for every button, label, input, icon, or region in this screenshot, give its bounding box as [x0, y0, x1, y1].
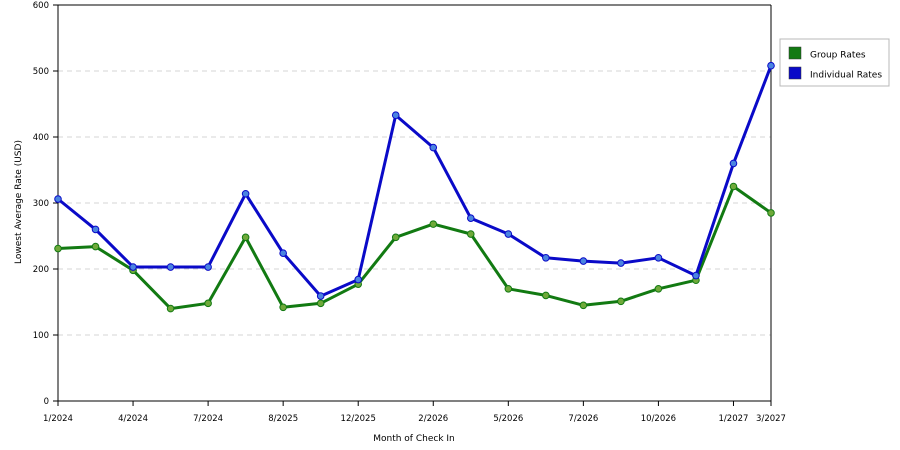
data-point-group-rates — [466, 230, 475, 238]
data-point-group-rates — [391, 233, 400, 242]
x-tick-label: 5/2026 — [493, 414, 523, 424]
legend: Group Rates Individual Rates — [779, 38, 890, 87]
x-tick-label: 7/2026 — [568, 414, 598, 424]
data-point-individual-rates — [354, 275, 363, 284]
y-tick-label: 200 — [33, 265, 49, 275]
data-point-group-rates — [54, 244, 62, 253]
data-point-group-rates — [617, 297, 625, 306]
x-tick-label: 7/2024 — [193, 414, 223, 424]
data-point-individual-rates — [91, 225, 100, 234]
series-line-group-rates — [57, 185, 772, 311]
data-point-group-rates — [204, 299, 212, 308]
data-point-group-rates — [654, 285, 663, 293]
legend-label-individual-rates: Individual Rates — [810, 71, 882, 81]
data-point-individual-rates — [54, 195, 62, 203]
data-point-individual-rates — [729, 159, 738, 168]
x-tick-label: 1/2027 — [719, 414, 749, 424]
data-point-group-rates — [316, 299, 325, 308]
x-tick-label: 4/2024 — [118, 414, 148, 424]
data-point-group-rates — [579, 301, 588, 310]
legend-swatch-group-rates — [788, 46, 802, 60]
legend-swatch-individual-rates — [788, 66, 802, 80]
y-axis-title: Lowest Average Rate (USD) — [14, 140, 24, 264]
data-point-individual-rates — [204, 263, 212, 271]
series-individual-rates — [54, 61, 775, 300]
data-point-individual-rates — [316, 292, 325, 300]
x-tick-label: 8/2025 — [268, 414, 298, 424]
series-line-individual-rates — [57, 65, 773, 298]
y-tick-label: 500 — [33, 67, 49, 77]
data-point-group-rates — [91, 242, 100, 251]
gridlines — [58, 70, 771, 336]
x-tick-label: 2/2026 — [418, 414, 448, 424]
data-point-individual-rates — [241, 189, 250, 198]
x-axis-title: Month of Check In — [373, 434, 455, 444]
data-point-group-rates — [504, 285, 513, 293]
data-point-individual-rates — [504, 230, 513, 238]
data-point-individual-rates — [166, 263, 175, 271]
data-point-individual-rates — [129, 263, 137, 271]
data-point-group-rates — [542, 291, 550, 300]
data-point-individual-rates — [391, 111, 400, 120]
data-series — [54, 61, 775, 313]
legend-label-group-rates: Group Rates — [810, 51, 866, 61]
data-point-group-rates — [729, 182, 738, 191]
x-axis-ticks: 1/2024 4/2024 7/2024 8/2025 12/2025 2/2026 5/2… — [43, 401, 786, 424]
data-point-individual-rates — [279, 249, 287, 257]
x-tick-label: 12/2025 — [341, 414, 376, 424]
x-tick-label: 10/2026 — [641, 414, 676, 424]
y-tick-label: 600 — [33, 1, 49, 11]
series-group-rates — [54, 182, 775, 313]
data-point-group-rates — [767, 209, 775, 217]
data-point-individual-rates — [579, 257, 588, 265]
data-point-group-rates — [166, 304, 175, 313]
data-point-individual-rates — [542, 253, 550, 262]
data-point-individual-rates — [466, 214, 475, 222]
y-tick-label: 100 — [33, 331, 49, 341]
y-tick-label: 400 — [33, 133, 49, 143]
data-point-group-rates — [429, 220, 438, 228]
data-point-individual-rates — [429, 143, 438, 152]
x-tick-label: 3/2027 — [756, 414, 786, 424]
y-tick-label: 0 — [44, 397, 49, 407]
data-point-individual-rates — [654, 253, 663, 262]
y-tick-label: 300 — [33, 199, 49, 209]
data-point-group-rates — [279, 303, 287, 312]
data-point-individual-rates — [617, 259, 625, 267]
x-tick-label: 1/2024 — [43, 414, 73, 424]
data-point-group-rates — [241, 233, 250, 242]
data-point-individual-rates — [767, 61, 775, 70]
y-axis-ticks: 0 100 200 300 400 500 600 — [33, 1, 58, 407]
data-point-individual-rates — [692, 271, 700, 280]
